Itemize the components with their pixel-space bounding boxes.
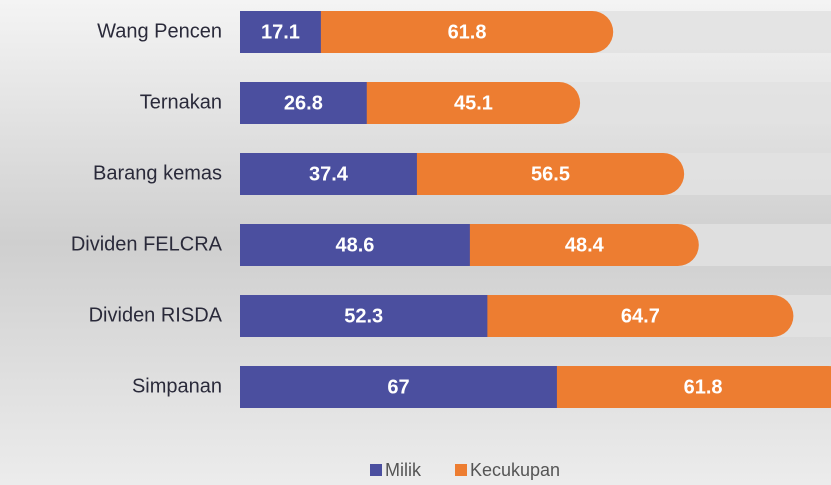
- legend-label: Kecukupan: [470, 460, 560, 480]
- value-label: 61.8: [684, 376, 723, 398]
- value-label: 17.1: [261, 21, 300, 43]
- value-label: 45.1: [454, 92, 493, 114]
- value-label: 48.4: [565, 234, 605, 256]
- legend-label: Milik: [385, 460, 422, 480]
- category-label: Dividen RISDA: [89, 304, 223, 326]
- value-label: 52.3: [344, 305, 383, 327]
- chart: Wang Pencen 17.1 61.8 Ternakan 26.8 45.1 Baran…: [0, 0, 831, 485]
- category-label: Wang Pencen: [97, 20, 222, 42]
- legend-swatch: [455, 464, 467, 476]
- legend-swatch: [370, 464, 382, 476]
- category-label: Dividen FELCRA: [71, 233, 223, 255]
- value-label: 64.7: [621, 305, 660, 327]
- value-label: 48.6: [335, 234, 374, 256]
- value-label: 67: [387, 376, 409, 398]
- value-label: 56.5: [531, 163, 570, 185]
- value-label: 26.8: [284, 92, 323, 114]
- category-label: Ternakan: [140, 91, 222, 113]
- value-label: 61.8: [448, 21, 487, 43]
- value-label: 37.4: [309, 163, 349, 185]
- category-label: Simpanan: [132, 375, 222, 397]
- category-label: Barang kemas: [93, 162, 222, 184]
